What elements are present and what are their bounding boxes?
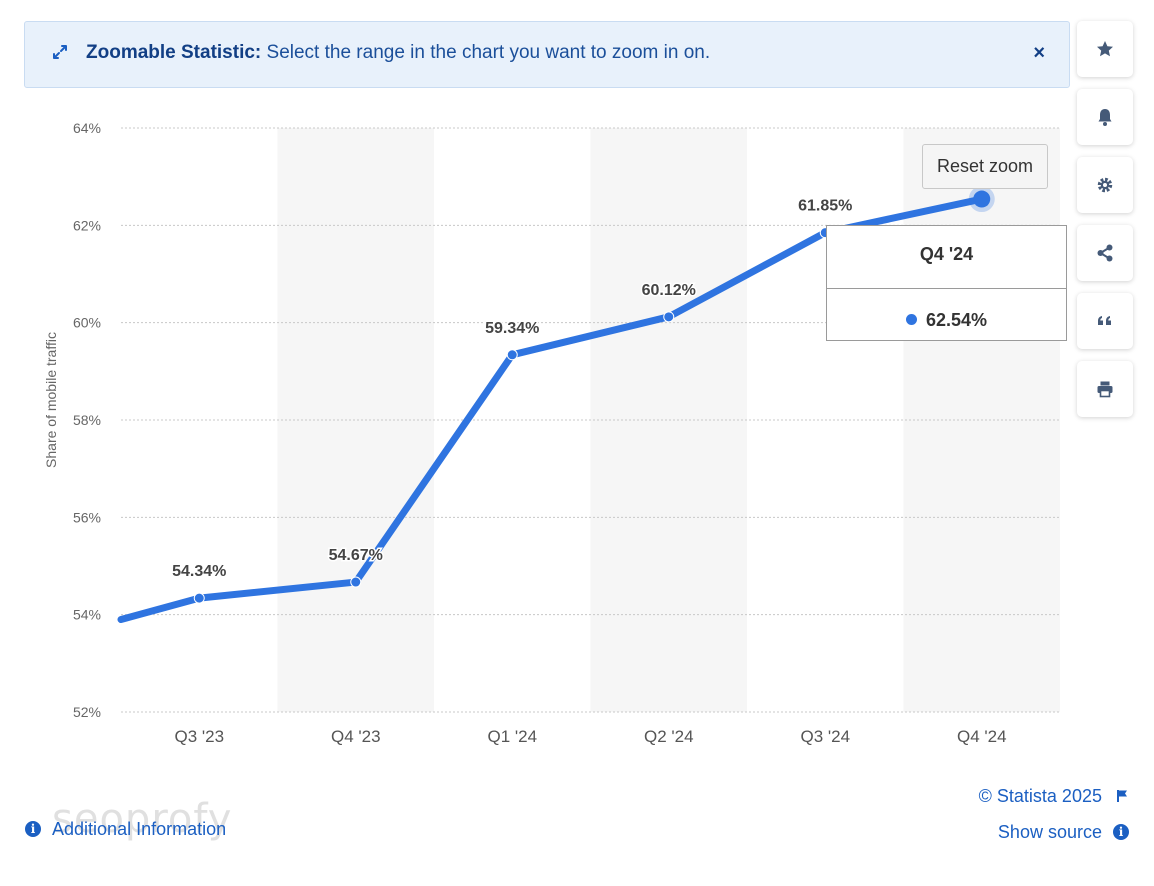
data-label: 54.34%: [172, 563, 226, 580]
x-tick-label: Q3 '23: [174, 727, 224, 746]
quote-icon: [1098, 316, 1111, 325]
y-tick-label: 58%: [73, 412, 101, 428]
tooltip-value-row: 62.54%: [827, 310, 1066, 331]
notification-button[interactable]: [1077, 89, 1133, 145]
tool-sidebar: [1077, 21, 1133, 429]
data-tooltip: Q4 '24 62.54%: [826, 225, 1067, 341]
y-tick-label: 54%: [73, 607, 101, 623]
info-icon: i: [25, 821, 41, 837]
x-tick-label: Q1 '24: [487, 727, 537, 746]
copyright-link[interactable]: © Statista 2025: [979, 786, 1129, 822]
settings-button[interactable]: [1077, 157, 1133, 213]
banner-text: Select the range in the chart you want t…: [261, 42, 711, 63]
data-point: [350, 576, 362, 588]
banner-title: Zoomable Statistic:: [86, 42, 262, 63]
reset-zoom-button[interactable]: Reset zoom: [922, 144, 1048, 189]
category-band: [277, 128, 434, 712]
favorite-button[interactable]: [1077, 21, 1133, 77]
share-icon: [1097, 244, 1113, 262]
y-tick-label: 60%: [73, 315, 101, 331]
y-tick-label: 56%: [73, 509, 101, 525]
y-tick-label: 64%: [73, 120, 101, 136]
banner-message: Zoomable Statistic: Select the range in …: [86, 42, 710, 64]
series-dot: [905, 314, 917, 325]
star-icon: [1097, 41, 1113, 57]
additional-information-link[interactable]: i Additional Information: [25, 819, 226, 840]
tooltip-divider: [827, 288, 1066, 289]
tooltip-value: 62.54%: [925, 310, 988, 330]
data-label: 59.34%: [485, 320, 539, 337]
category-band: [590, 128, 747, 712]
show-source-text: Show source: [997, 822, 1102, 842]
footer-links: © Statista 2025 Show source i: [979, 786, 1129, 858]
x-tick-label: Q4 '23: [331, 727, 381, 746]
data-label: 61.85%: [798, 198, 852, 215]
y-axis-label: Share of mobile traffic: [43, 332, 59, 468]
y-tick-label: 52%: [73, 704, 101, 720]
print-icon: [1097, 381, 1113, 398]
x-tick-label: Q4 '24: [957, 727, 1007, 746]
data-point: [663, 311, 675, 323]
tooltip-category: Q4 '24: [919, 244, 974, 264]
show-source-link[interactable]: Show source i: [979, 822, 1129, 858]
zoom-info-banner: Zoomable Statistic: Select the range in …: [24, 21, 1070, 88]
data-point: [973, 190, 991, 208]
info-icon: i: [1113, 824, 1129, 840]
x-tick-label: Q3 '24: [800, 727, 850, 746]
expand-icon: [53, 45, 67, 59]
data-point: [193, 592, 205, 604]
share-button[interactable]: [1077, 225, 1133, 281]
data-label: 54.67%: [329, 547, 383, 564]
x-tick-label: Q2 '24: [644, 727, 694, 746]
mobile-traffic-line-chart[interactable]: 52% 54% 56% 58% 60% 62% 64% Q3 '23 Q4 '23 Q1 '24…: [0, 100, 1070, 760]
print-button[interactable]: [1077, 361, 1133, 417]
additional-information-text: Additional Information: [52, 819, 227, 839]
copyright-text: © Statista 2025: [978, 786, 1102, 806]
watermark-logo: seoprofy: [52, 796, 233, 842]
data-label: 60.12%: [642, 282, 696, 299]
bell-icon: [1098, 109, 1112, 126]
close-icon[interactable]: ×: [1033, 42, 1045, 64]
gear-icon: [1097, 177, 1113, 193]
data-point: [506, 349, 518, 361]
y-tick-label: 62%: [73, 217, 101, 233]
cite-button[interactable]: [1077, 293, 1133, 349]
flag-icon: [1117, 790, 1127, 802]
